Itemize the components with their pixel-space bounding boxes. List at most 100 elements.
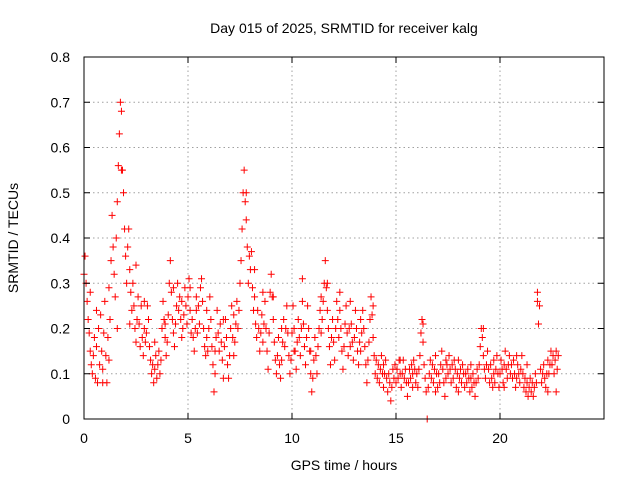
data-point bbox=[491, 379, 499, 387]
data-point bbox=[463, 379, 471, 387]
data-point bbox=[135, 320, 143, 328]
data-point bbox=[231, 338, 239, 346]
data-point bbox=[309, 374, 317, 382]
data-point bbox=[344, 352, 352, 360]
data-point bbox=[111, 293, 119, 301]
data-point bbox=[199, 297, 207, 305]
data-point bbox=[384, 388, 392, 396]
data-point bbox=[459, 361, 467, 369]
data-point bbox=[489, 383, 497, 391]
data-point bbox=[127, 288, 135, 296]
data-point bbox=[189, 334, 197, 342]
data-point bbox=[415, 365, 423, 373]
data-point bbox=[397, 383, 405, 391]
data-point bbox=[261, 297, 269, 305]
data-point bbox=[418, 315, 426, 323]
data-point bbox=[113, 198, 121, 206]
data-point bbox=[220, 343, 228, 351]
data-point bbox=[211, 370, 219, 378]
data-point bbox=[158, 325, 166, 332]
data-point bbox=[116, 98, 124, 106]
data-point bbox=[187, 329, 195, 337]
data-point bbox=[317, 293, 325, 301]
data-point bbox=[479, 352, 487, 360]
data-point bbox=[247, 248, 255, 256]
data-point bbox=[266, 288, 274, 296]
data-point bbox=[240, 166, 248, 174]
data-point bbox=[452, 383, 460, 391]
data-point bbox=[228, 302, 236, 310]
data-point bbox=[142, 329, 150, 337]
data-point bbox=[447, 379, 455, 387]
data-point bbox=[188, 315, 196, 323]
data-point bbox=[501, 347, 509, 355]
y-tick-label: 0.4 bbox=[51, 230, 71, 246]
data-point bbox=[311, 334, 319, 342]
data-point bbox=[137, 302, 145, 310]
data-point bbox=[256, 347, 264, 355]
data-point bbox=[432, 388, 440, 396]
data-point bbox=[242, 189, 250, 197]
data-point bbox=[147, 356, 155, 364]
data-point bbox=[259, 288, 267, 296]
data-point bbox=[178, 334, 186, 342]
data-point bbox=[86, 288, 94, 296]
data-point bbox=[331, 356, 339, 364]
data-point bbox=[319, 297, 327, 305]
data-point bbox=[357, 315, 365, 323]
data-point bbox=[227, 325, 235, 332]
data-point bbox=[114, 162, 122, 170]
data-point bbox=[376, 365, 384, 373]
data-point bbox=[133, 315, 141, 323]
data-point bbox=[108, 211, 116, 219]
data-point bbox=[324, 325, 332, 332]
data-point bbox=[455, 374, 463, 382]
data-point bbox=[185, 275, 193, 283]
data-point bbox=[235, 306, 243, 314]
data-point bbox=[252, 320, 260, 328]
data-point bbox=[155, 347, 163, 355]
data-point bbox=[257, 329, 265, 337]
data-point bbox=[343, 329, 351, 337]
data-point bbox=[186, 284, 194, 292]
data-point bbox=[529, 392, 537, 400]
data-point bbox=[153, 374, 161, 382]
data-point bbox=[184, 293, 192, 301]
data-point bbox=[166, 257, 174, 265]
data-point bbox=[554, 352, 562, 360]
data-point bbox=[367, 293, 375, 301]
data-point bbox=[536, 302, 544, 310]
data-point bbox=[321, 257, 329, 265]
data-point bbox=[139, 352, 147, 360]
data-point bbox=[336, 288, 344, 296]
data-point bbox=[356, 338, 364, 346]
data-point bbox=[251, 266, 259, 274]
data-point bbox=[214, 329, 222, 337]
data-point bbox=[173, 302, 181, 310]
data-point bbox=[513, 352, 521, 360]
data-point bbox=[348, 338, 356, 346]
data-point bbox=[288, 329, 296, 337]
data-point bbox=[488, 374, 496, 382]
data-point bbox=[180, 311, 188, 319]
data-point bbox=[263, 347, 271, 355]
data-point bbox=[325, 343, 333, 351]
data-point bbox=[112, 234, 120, 242]
data-point bbox=[294, 315, 302, 323]
data-point bbox=[369, 334, 377, 342]
data-point bbox=[472, 379, 480, 387]
data-point bbox=[493, 352, 501, 360]
data-point bbox=[544, 388, 552, 396]
data-point bbox=[435, 370, 443, 378]
data-point bbox=[360, 325, 368, 332]
data-point bbox=[218, 356, 226, 364]
data-point bbox=[474, 374, 482, 382]
data-point bbox=[552, 347, 560, 355]
data-point bbox=[454, 388, 462, 396]
data-point bbox=[101, 297, 109, 305]
data-point bbox=[178, 297, 186, 305]
data-point bbox=[419, 338, 427, 346]
data-point bbox=[258, 311, 266, 319]
data-point bbox=[322, 284, 330, 292]
